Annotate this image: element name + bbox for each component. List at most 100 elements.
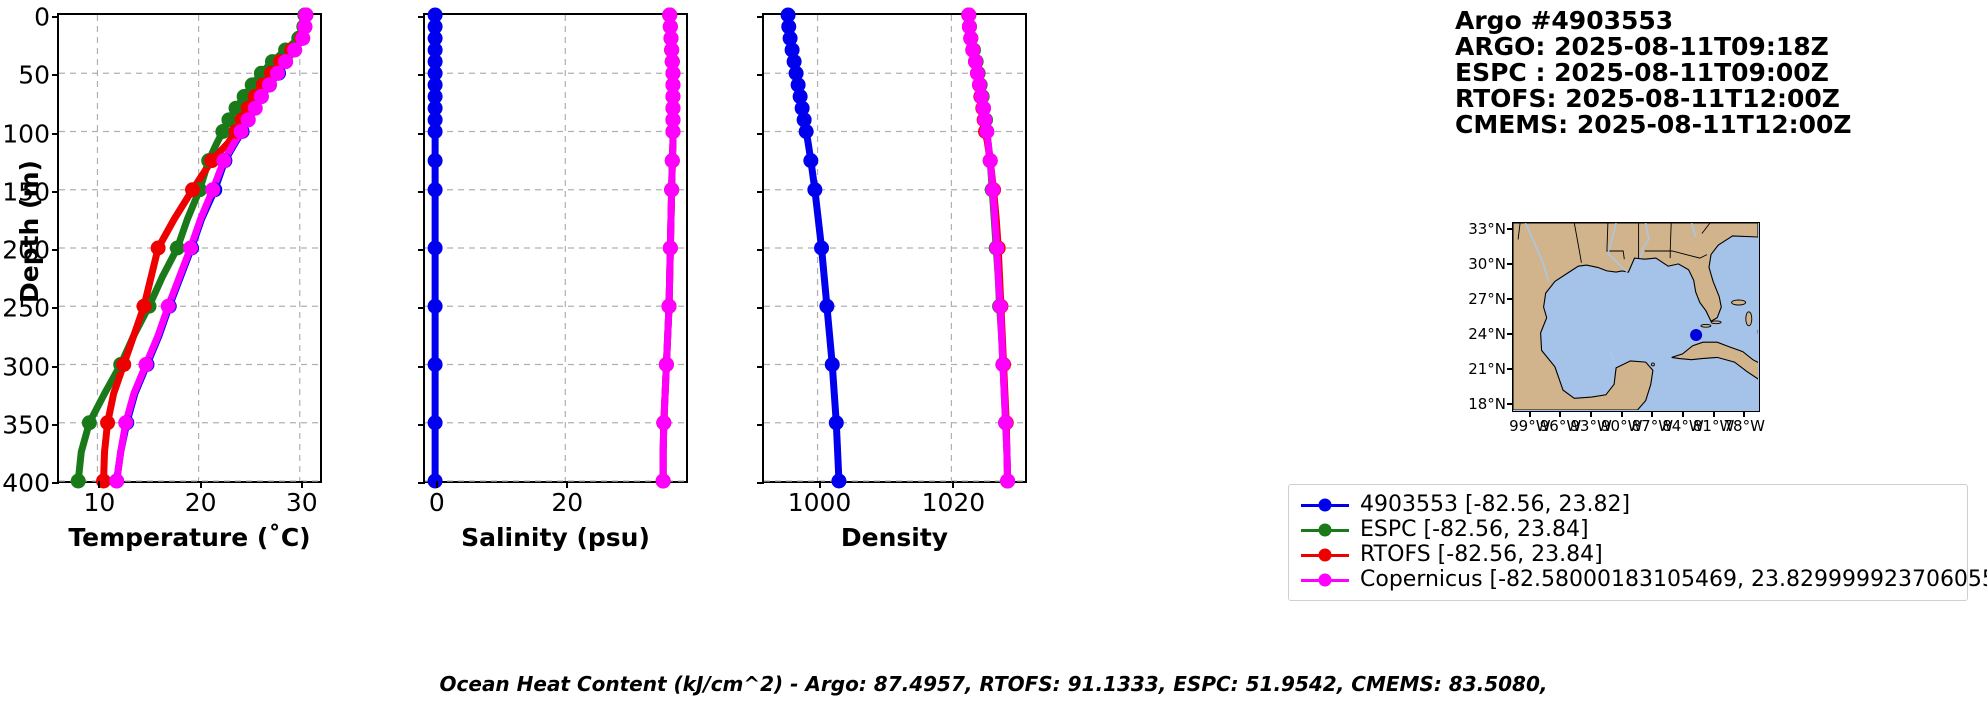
panel-density: Density 1000 1020 (750, 0, 1100, 712)
x-tick-label-density-1000: 1000 (787, 488, 852, 517)
map-y-label-18: 18°N (1468, 395, 1506, 414)
x-tick-label-salinity-20: 20 (551, 488, 584, 517)
map-x-tick--90 (1620, 411, 1623, 417)
y-tick-salinity-50 (418, 74, 425, 77)
panel-salinity: Salinity (psu) 0 20 (400, 0, 750, 712)
y-tick-density-300 (757, 365, 764, 368)
map-y-label-21: 21°N (1468, 360, 1506, 379)
map-x-tick--81 (1712, 411, 1715, 417)
y-tick-density-250 (757, 307, 764, 310)
map-x-label--99: 99°W (1509, 417, 1551, 435)
map-x-tick--84 (1681, 411, 1684, 417)
legend-swatch-argo (1299, 495, 1351, 515)
x-tick-label-temperature-30: 30 (285, 488, 318, 517)
x-tick-label-temperature-10: 10 (83, 488, 116, 517)
y-tick-label-200: 200 (2, 235, 50, 265)
map-x-tick--96 (1559, 411, 1562, 417)
map-x-label--96: 96°W (1539, 417, 1582, 435)
map-x-label--87: 87°W (1631, 417, 1674, 435)
y-tick-salinity-200 (418, 249, 425, 251)
x-tick-salinity-20 (566, 481, 569, 488)
y-tick-salinity-400 (418, 482, 425, 484)
x-tick-density-1020 (952, 481, 955, 488)
axes-temperature: Depth (m) Temperature (˚C) 0 50 100 150 200 2… (2, 3, 322, 552)
y-tick-density-0 (757, 16, 764, 18)
x-axis-title-density: Density (840, 523, 949, 552)
y-tick-label-250: 250 (2, 293, 50, 323)
map-canvas (1513, 223, 1758, 410)
map-y-tick-33 (1507, 228, 1513, 231)
axes-salinity: Salinity (psu) 0 20 (418, 7, 688, 552)
map-y-tick-27 (1507, 298, 1513, 301)
y-tick-temperature-350 (52, 423, 59, 426)
map-y-label-27: 27°N (1468, 290, 1506, 309)
x-tick-label-temperature-20: 20 (184, 488, 217, 517)
y-tick-density-400 (757, 482, 764, 484)
panel-temperature: Depth (m) Temperature (˚C) 0 50 100 150 200 2… (0, 0, 400, 712)
y-tick-salinity-150 (418, 190, 425, 193)
y-tick-label-300: 300 (2, 352, 50, 381)
map-y-tick-18 (1507, 403, 1513, 406)
y-tick-salinity-250 (418, 307, 425, 310)
y-tick-temperature-150 (52, 190, 59, 193)
metadata-line-2: ESPC : 2025-08-11T09:00Z (1455, 58, 1829, 87)
legend: 4903553 [-82.56, 23.82] ESPC [-82.56, 23.… (1288, 484, 1987, 601)
plot-area-temperature (59, 7, 320, 489)
legend-item-espc[interactable]: ESPC [-82.56, 23.84] (1299, 517, 1957, 542)
metadata-line-3: RTOFS: 2025-08-11T12:00Z (1455, 84, 1840, 113)
axes-density: Density 1000 1020 (757, 7, 1027, 552)
map-x-tick--93 (1590, 411, 1593, 417)
y-tick-temperature-50 (52, 74, 59, 77)
metadata-line-1: ARGO: 2025-08-11T09:18Z (1455, 32, 1829, 61)
y-tick-salinity-350 (418, 423, 425, 426)
y-tick-label-350: 350 (2, 410, 50, 440)
map-y-tick-24 (1507, 333, 1513, 336)
legend-swatch-rtofs (1299, 545, 1351, 565)
map-x-label--93: 93°W (1570, 417, 1612, 435)
map-x-tick--87 (1651, 411, 1654, 417)
y-tick-temperature-400 (52, 482, 59, 484)
y-tick-temperature-200 (52, 249, 59, 251)
y-tick-label-0: 0 (34, 2, 50, 32)
legend-item-argo[interactable]: 4903553 [-82.56, 23.82] (1299, 492, 1957, 517)
y-tick-salinity-100 (418, 132, 425, 135)
map-x-label--84: 84°W (1662, 417, 1704, 435)
x-tick-density-1000 (818, 481, 821, 488)
y-tick-density-100 (757, 132, 764, 135)
plot-area-salinity (425, 7, 686, 489)
metadata-line-0: Argo #4903553 (1455, 6, 1674, 35)
map-x-label--78: 78°W (1723, 417, 1765, 435)
map-x-label--81: 81°W (1692, 417, 1735, 435)
metadata-line-4: CMEMS: 2025-08-11T12:00Z (1455, 110, 1852, 139)
map-y-tick-30 (1507, 263, 1513, 266)
plot-area-density (764, 7, 1025, 489)
y-tick-temperature-100 (52, 132, 59, 135)
x-tick-label-salinity-0: 0 (428, 488, 445, 517)
y-tick-salinity-0 (418, 16, 425, 18)
metadata-header: Argo #4903553 ARGO: 2025-08-11T09:18Z ESPC… (1455, 8, 1852, 138)
legend-swatch-cmems (1299, 570, 1351, 590)
legend-label-cmems: Copernicus [-82.58000183105469, 23.82999… (1360, 567, 1987, 592)
map-y-label-24: 24°N (1468, 325, 1506, 344)
legend-item-cmems[interactable]: Copernicus [-82.58000183105469, 23.82999… (1299, 567, 1987, 592)
x-axis-title-salinity: Salinity (psu) (461, 523, 650, 552)
map-y-tick-21 (1507, 368, 1513, 371)
y-tick-density-350 (757, 423, 764, 426)
y-tick-density-50 (757, 74, 764, 77)
x-tick-salinity-0 (435, 481, 438, 488)
legend-item-rtofs[interactable]: RTOFS [-82.56, 23.84] (1299, 542, 1957, 567)
map-x-label--90: 90°W (1600, 417, 1643, 435)
legend-label-argo: 4903553 [-82.56, 23.82] (1360, 492, 1631, 517)
map-y-label-33: 33°N (1468, 220, 1506, 239)
y-tick-label-50: 50 (18, 60, 50, 90)
map-x-tick--78 (1743, 411, 1746, 417)
y-tick-label-100: 100 (2, 119, 50, 148)
map-y-label-30: 30°N (1468, 255, 1506, 274)
y-tick-temperature-300 (52, 365, 59, 368)
y-tick-temperature-0 (52, 16, 59, 18)
legend-swatch-espc (1299, 520, 1351, 540)
y-tick-density-200 (757, 249, 764, 251)
legend-label-espc: ESPC [-82.56, 23.84] (1360, 517, 1589, 542)
map-x-tick--99 (1528, 411, 1531, 417)
